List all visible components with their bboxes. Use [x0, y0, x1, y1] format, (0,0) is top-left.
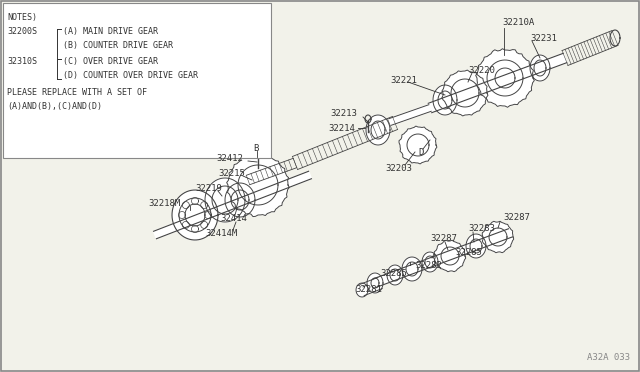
Text: 32214: 32214	[328, 124, 355, 132]
Text: 32285: 32285	[380, 269, 407, 279]
Text: 32215: 32215	[218, 169, 245, 177]
Text: 32219: 32219	[195, 183, 222, 192]
Text: 32287: 32287	[503, 212, 530, 221]
Polygon shape	[422, 252, 438, 272]
Polygon shape	[476, 49, 534, 107]
Polygon shape	[466, 234, 486, 258]
Polygon shape	[483, 221, 514, 253]
Text: (A)AND(B),(C)AND(D): (A)AND(B),(C)AND(D)	[7, 102, 102, 111]
Polygon shape	[227, 154, 289, 217]
Text: (B) COUNTER DRIVE GEAR: (B) COUNTER DRIVE GEAR	[63, 41, 173, 50]
Polygon shape	[399, 126, 437, 164]
Text: 32287: 32287	[430, 234, 457, 243]
Polygon shape	[435, 240, 466, 272]
Text: 32412: 32412	[216, 154, 243, 163]
Polygon shape	[172, 190, 218, 240]
Polygon shape	[225, 183, 255, 217]
Text: 32310S: 32310S	[7, 57, 37, 66]
Text: 32282: 32282	[415, 260, 442, 269]
Polygon shape	[205, 178, 245, 222]
Text: 32220: 32220	[468, 65, 495, 74]
Text: 32285: 32285	[455, 247, 482, 257]
Polygon shape	[366, 115, 390, 145]
Text: 32218M: 32218M	[148, 199, 180, 208]
Polygon shape	[442, 70, 488, 116]
Polygon shape	[402, 257, 422, 281]
Text: 32203: 32203	[385, 164, 412, 173]
Text: 32414M: 32414M	[205, 228, 237, 237]
Text: (C) OVER DRIVE GEAR: (C) OVER DRIVE GEAR	[63, 57, 158, 66]
Polygon shape	[356, 283, 368, 297]
Text: B: B	[253, 144, 259, 153]
Text: PLEASE REPLACE WITH A SET OF: PLEASE REPLACE WITH A SET OF	[7, 88, 147, 97]
Polygon shape	[428, 53, 567, 113]
Text: 32221: 32221	[390, 76, 417, 84]
Text: 32414: 32414	[220, 214, 247, 222]
Polygon shape	[373, 229, 511, 287]
Text: 32231: 32231	[530, 33, 557, 42]
Polygon shape	[360, 278, 382, 296]
Text: 32213: 32213	[330, 109, 357, 118]
Polygon shape	[433, 85, 457, 115]
Polygon shape	[367, 273, 383, 293]
Polygon shape	[154, 171, 312, 239]
Text: A32A 033: A32A 033	[587, 353, 630, 362]
Text: NOTES): NOTES)	[7, 13, 37, 22]
Polygon shape	[530, 55, 550, 81]
Text: 32210A: 32210A	[502, 17, 534, 26]
Bar	[3, 3, 271, 158]
Polygon shape	[387, 265, 403, 285]
Text: (D) COUNTER OVER DRIVE GEAR: (D) COUNTER OVER DRIVE GEAR	[63, 71, 198, 80]
Text: (A) MAIN DRIVE GEAR: (A) MAIN DRIVE GEAR	[63, 27, 158, 36]
Text: D: D	[418, 148, 424, 157]
Text: 32200S: 32200S	[7, 27, 37, 36]
Text: 32283: 32283	[468, 224, 495, 232]
Polygon shape	[389, 105, 431, 125]
Text: 32281: 32281	[355, 285, 382, 295]
